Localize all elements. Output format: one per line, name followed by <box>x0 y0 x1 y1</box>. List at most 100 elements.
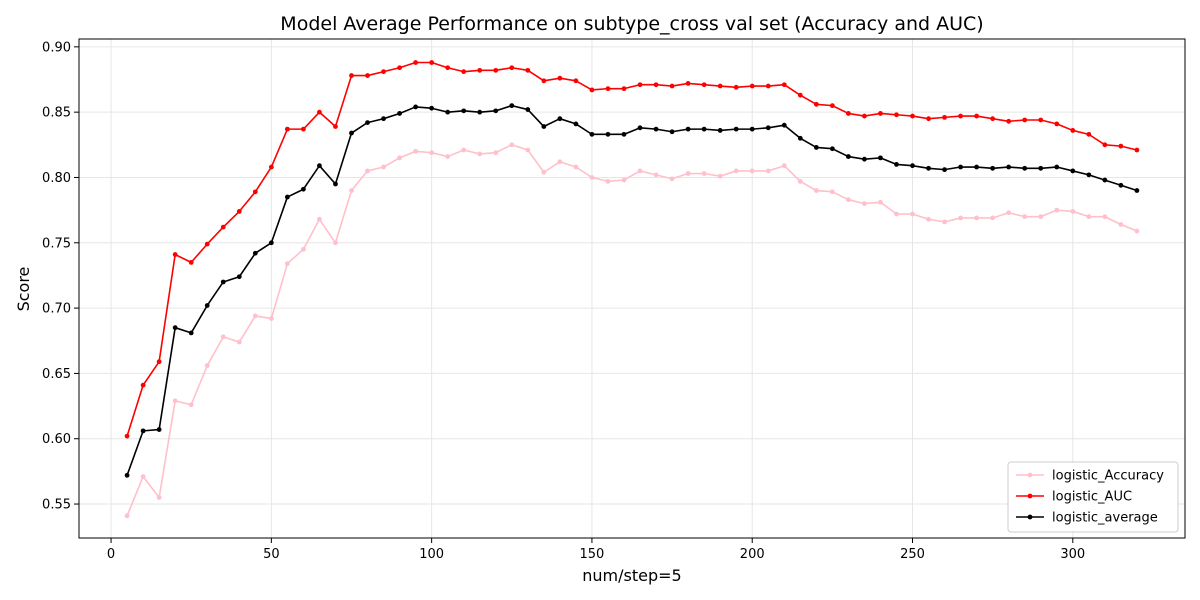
data-point <box>1070 168 1076 174</box>
data-point <box>397 65 402 71</box>
data-point <box>701 171 707 176</box>
legend-marker <box>1027 514 1033 520</box>
y-tick-label: 0.90 <box>42 40 71 55</box>
data-point <box>1086 214 1092 220</box>
y-tick-label: 0.85 <box>42 106 71 121</box>
data-point <box>445 109 451 115</box>
data-point <box>429 150 435 156</box>
data-point <box>653 82 659 88</box>
data-point <box>236 274 242 280</box>
data-point <box>621 177 627 183</box>
data-point <box>829 189 835 195</box>
data-point <box>1022 214 1028 220</box>
data-point <box>765 125 771 131</box>
series-logistic_Accuracy <box>124 142 1140 519</box>
data-point <box>589 175 595 180</box>
data-point <box>461 108 467 114</box>
data-point <box>156 359 162 365</box>
series-line-logistic_average <box>126 104 1138 476</box>
data-point <box>284 261 290 267</box>
data-point <box>252 250 258 256</box>
x-tick-label: 250 <box>900 547 925 562</box>
data-point <box>349 130 354 136</box>
legend-label: logistic_AUC <box>1052 490 1132 505</box>
data-point <box>1022 165 1028 171</box>
data-point <box>573 164 579 170</box>
legend-label: logistic_average <box>1052 511 1158 526</box>
data-point <box>717 173 723 179</box>
data-point <box>637 168 643 174</box>
y-tick-label: 0.65 <box>42 367 71 382</box>
data-point <box>862 156 867 162</box>
data-point <box>1134 147 1140 153</box>
data-point <box>685 126 691 132</box>
y-tick-label: 0.75 <box>42 236 71 251</box>
x-tick-label: 300 <box>1060 547 1085 562</box>
data-point <box>573 78 579 84</box>
data-point <box>910 113 915 119</box>
data-point <box>140 474 146 479</box>
data-point <box>220 224 226 230</box>
data-point <box>637 82 643 88</box>
data-point <box>1086 172 1092 178</box>
data-point <box>268 316 274 321</box>
y-tick-label: 0.80 <box>42 171 71 186</box>
data-point <box>333 124 338 129</box>
data-point <box>493 108 499 114</box>
legend-marker <box>1027 493 1033 499</box>
data-point <box>733 168 739 174</box>
y-axis-label: Score <box>14 267 33 312</box>
data-point <box>557 159 563 165</box>
data-point <box>701 126 707 132</box>
data-point <box>829 146 835 152</box>
data-point <box>1054 207 1060 213</box>
legend-box <box>1007 461 1179 533</box>
data-point <box>204 363 210 368</box>
y-tick-label: 0.55 <box>42 498 71 513</box>
x-tick-label: 200 <box>740 547 765 562</box>
data-point <box>1038 117 1044 123</box>
data-point <box>1102 142 1108 148</box>
data-point <box>1038 214 1044 220</box>
data-point <box>1118 222 1124 227</box>
data-point <box>733 84 739 90</box>
data-point <box>958 164 963 170</box>
data-point <box>990 116 996 122</box>
data-point <box>445 154 451 159</box>
data-point <box>573 121 579 127</box>
series-logistic_average <box>124 103 1140 478</box>
data-point <box>1102 177 1108 183</box>
data-point <box>333 181 338 187</box>
data-point <box>749 83 755 89</box>
data-point <box>413 148 419 154</box>
data-point <box>958 113 963 119</box>
data-point <box>1054 121 1060 127</box>
data-point <box>1134 228 1140 234</box>
axis-ticks: 0 50 100 150 200 250 300 0.55 0.60 0.65 0.70 0.75 0.… <box>42 40 1085 562</box>
data-point <box>445 65 451 71</box>
data-point <box>317 216 322 222</box>
data-point <box>156 495 162 500</box>
data-point <box>349 188 354 193</box>
data-point <box>493 67 499 73</box>
data-point <box>301 126 306 132</box>
data-point <box>974 164 980 170</box>
x-axis-label: num/step=5 <box>582 566 681 585</box>
data-point <box>1118 143 1124 149</box>
data-point <box>974 215 980 221</box>
data-point <box>236 209 242 214</box>
data-point <box>701 82 707 88</box>
data-point <box>509 142 515 148</box>
plot-frame <box>78 38 1186 539</box>
data-point <box>349 73 354 78</box>
data-point <box>781 163 787 169</box>
data-point <box>509 103 515 109</box>
data-point <box>541 124 547 129</box>
data-point <box>894 112 899 118</box>
data-point <box>717 83 723 89</box>
data-point <box>926 216 931 222</box>
x-tick-label: 50 <box>263 547 280 562</box>
data-point <box>477 67 483 73</box>
data-point <box>990 165 996 171</box>
data-point <box>124 433 130 439</box>
